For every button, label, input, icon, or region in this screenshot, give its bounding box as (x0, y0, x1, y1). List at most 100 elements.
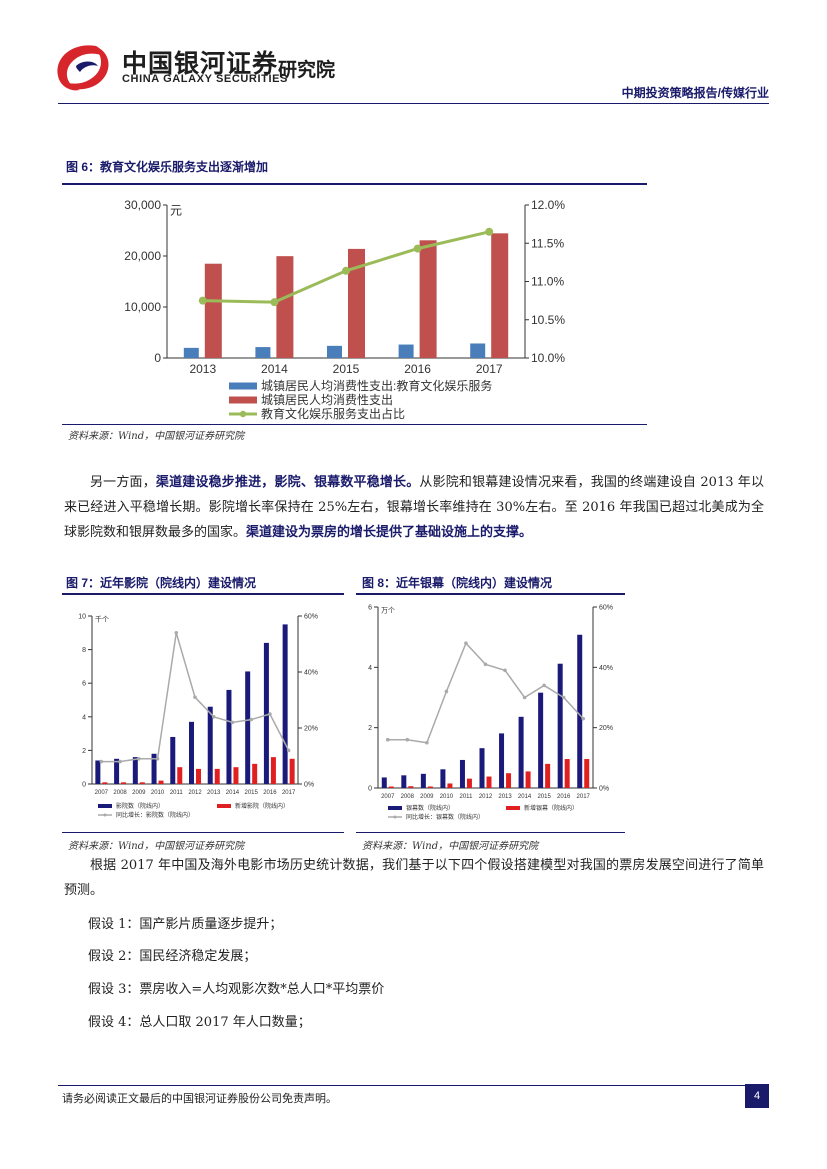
bar (564, 759, 570, 788)
x-tick-label: 2008 (113, 790, 127, 796)
bar (408, 786, 414, 788)
line-point (137, 757, 141, 761)
x-tick-label: 2016 (263, 790, 277, 796)
bar (189, 721, 194, 784)
assumption-4: 假设 4：总人口取 2017 年人口数量； (88, 1015, 311, 1030)
bar (245, 671, 251, 784)
x-tick-label: 2017 (476, 362, 503, 376)
figure6-chart: 0 10,000 20,000 30,000 10.0% 10.5% 11.0% 11.5% 1… (124, 198, 565, 421)
bar (158, 780, 164, 784)
bar (459, 759, 465, 788)
assumption-3: 假设 3：票房收入=人均观影次数*总人口*平均票价 (88, 982, 385, 997)
legend-label: 同比增长：影院数（院线内） (116, 811, 194, 819)
footer-divider (58, 1085, 769, 1086)
line-point (413, 244, 422, 253)
legend-label: 新增银幕（院线内） (524, 804, 578, 812)
x-tick-label: 2013 (498, 794, 512, 800)
figure7-top-rule (62, 593, 344, 595)
assumption-2: 假设 2：国民经济稳定发展； (88, 949, 257, 964)
line-point (542, 683, 546, 688)
legend-swatch-marker (103, 813, 107, 817)
bar (207, 706, 213, 784)
figure7-chart: 0 2 4 6 8 10 0% 20% 40% 60% 千个 2007 2008 2009 2010 2011… (78, 613, 318, 819)
bar (139, 782, 145, 784)
right-tick-label: 10.0% (531, 351, 565, 365)
bar (327, 345, 342, 358)
bar (151, 753, 157, 784)
bar (381, 777, 387, 788)
x-tick-label: 2014 (226, 790, 240, 796)
x-tick-label: 2015 (333, 362, 360, 376)
figure6-bottom-rule (62, 424, 647, 425)
x-tick-label: 2007 (95, 790, 109, 796)
left-tick-label: 8 (82, 647, 86, 654)
x-tick-label: 2011 (170, 790, 184, 796)
legend-label: 银幕数（院线内） (406, 804, 454, 812)
bar (486, 776, 492, 788)
figure7-title: 图 7：近年影院（院线内）建设情况 (66, 576, 257, 590)
left-tick-label: 10 (78, 613, 86, 620)
para1-conclusion: 渠道建设为票房的增长提供了基础设施上的支撑。 (246, 525, 533, 540)
x-tick-label: 2015 (537, 794, 551, 800)
line-point (342, 266, 350, 275)
legend-swatch (98, 804, 112, 808)
bar (226, 689, 232, 784)
legend-swatch (229, 382, 257, 390)
bar (132, 757, 138, 784)
bar (214, 768, 220, 784)
line-point (286, 748, 291, 753)
line-point (561, 695, 566, 700)
left-tick-label: 6 (368, 604, 372, 611)
bar (183, 347, 199, 358)
figure7-source: 资料来源：Wind，中国银河证券研究院 (68, 841, 245, 852)
figure8-top-rule (356, 593, 625, 595)
bar (525, 771, 531, 788)
right-tick-label: 40% (599, 665, 613, 672)
bar (401, 775, 407, 788)
bar (440, 769, 446, 788)
right-tick-label: 11.0% (531, 275, 564, 289)
bar (114, 758, 120, 784)
bar (263, 642, 269, 784)
legend-label: 同比增长：银幕数（院线内） (406, 813, 484, 821)
x-tick-label: 2014 (261, 362, 288, 376)
brand-name-en: CHINA GALAXY SECURITIES (122, 73, 288, 85)
bar (427, 786, 433, 788)
x-tick-label: 2016 (404, 362, 431, 376)
x-tick-label: 2016 (557, 794, 571, 800)
right-tick-label: 12.0% (531, 198, 565, 212)
legend-label: 城镇居民人均消费性支出 (261, 393, 393, 407)
bar (177, 767, 183, 784)
line-point (464, 641, 468, 645)
line-point (155, 757, 160, 761)
bar (479, 748, 485, 788)
bar (196, 768, 201, 784)
bar (121, 782, 127, 784)
line-point (198, 296, 207, 305)
figure8-bottom-rule (356, 832, 625, 833)
figure8-title: 图 8：近年银幕（院线内）建设情况 (362, 576, 553, 590)
x-tick-label: 2017 (577, 794, 591, 800)
bar (398, 344, 414, 358)
right-tick-label: 60% (599, 604, 613, 611)
footer-disclaimer: 请务必阅读正文最后的中国银河证券股份公司免责声明。 (62, 1092, 337, 1105)
x-tick-label: 2015 (245, 790, 259, 796)
left-tick-label: 0 (154, 351, 161, 365)
figure6-source: 资料来源：Wind，中国银河证券研究院 (68, 431, 245, 442)
line-point (270, 298, 279, 307)
legend-swatch (217, 804, 231, 808)
line-point (444, 689, 449, 694)
report-type: 中期投资策略报告/传媒行业 (621, 86, 769, 100)
bar (538, 692, 544, 788)
bar (102, 782, 108, 784)
right-tick-label: 20% (599, 725, 613, 732)
figure6-title: 图 6：教育文化娱乐服务支出逐渐增加 (66, 160, 269, 174)
left-tick-label: 2 (82, 748, 86, 755)
right-tick-label: 20% (304, 725, 318, 732)
header-divider (58, 103, 769, 104)
right-tick-label: 11.5% (531, 236, 564, 250)
line-point (249, 717, 253, 722)
para1-intro: 另一方面， (90, 475, 156, 490)
right-tick-label: 60% (304, 613, 318, 620)
